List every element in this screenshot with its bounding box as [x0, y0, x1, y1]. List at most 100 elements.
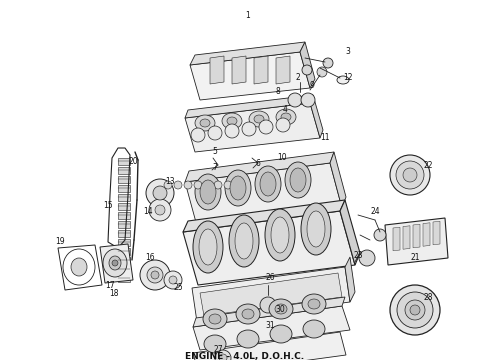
- Bar: [118, 248, 130, 255]
- Ellipse shape: [276, 109, 296, 125]
- Text: 25: 25: [173, 284, 183, 292]
- Ellipse shape: [227, 117, 237, 125]
- Bar: [118, 194, 130, 201]
- Ellipse shape: [194, 181, 202, 189]
- Ellipse shape: [191, 128, 205, 142]
- Text: 17: 17: [105, 280, 115, 289]
- Bar: [118, 230, 130, 237]
- Polygon shape: [310, 95, 323, 138]
- Ellipse shape: [195, 174, 221, 210]
- Text: 8: 8: [275, 87, 280, 96]
- Text: 24: 24: [370, 207, 380, 216]
- Ellipse shape: [302, 65, 312, 75]
- Ellipse shape: [285, 162, 311, 198]
- Ellipse shape: [359, 250, 375, 266]
- Ellipse shape: [184, 181, 192, 189]
- Polygon shape: [200, 273, 342, 316]
- Text: ENGINE - 4.0L, D.O.H.C.: ENGINE - 4.0L, D.O.H.C.: [185, 352, 305, 360]
- Ellipse shape: [271, 217, 289, 253]
- Ellipse shape: [249, 111, 269, 127]
- Ellipse shape: [405, 300, 425, 320]
- Bar: [168, 348, 328, 360]
- Ellipse shape: [281, 113, 291, 121]
- Ellipse shape: [155, 205, 165, 215]
- Ellipse shape: [225, 170, 251, 206]
- Text: 30: 30: [275, 306, 285, 315]
- Ellipse shape: [149, 199, 171, 221]
- Text: 12: 12: [343, 73, 353, 82]
- Bar: [118, 221, 130, 228]
- Polygon shape: [190, 42, 305, 65]
- Ellipse shape: [146, 179, 174, 207]
- Ellipse shape: [147, 267, 163, 283]
- Ellipse shape: [214, 181, 222, 189]
- Text: 27: 27: [213, 346, 223, 355]
- Ellipse shape: [259, 120, 273, 134]
- Polygon shape: [183, 211, 355, 285]
- Ellipse shape: [255, 166, 281, 202]
- Ellipse shape: [103, 249, 127, 277]
- Ellipse shape: [169, 276, 177, 284]
- Ellipse shape: [275, 304, 287, 314]
- Ellipse shape: [203, 309, 227, 329]
- Ellipse shape: [242, 309, 254, 319]
- Ellipse shape: [224, 181, 232, 189]
- Text: 19: 19: [55, 238, 65, 247]
- Ellipse shape: [140, 260, 170, 290]
- Text: 16: 16: [145, 253, 155, 262]
- Polygon shape: [345, 257, 355, 302]
- Ellipse shape: [195, 115, 215, 131]
- Text: 7: 7: [213, 163, 218, 172]
- Polygon shape: [185, 152, 334, 182]
- Ellipse shape: [193, 221, 223, 273]
- Ellipse shape: [109, 256, 121, 270]
- Text: 23: 23: [353, 251, 363, 260]
- Polygon shape: [192, 267, 350, 322]
- Ellipse shape: [265, 209, 295, 261]
- Ellipse shape: [374, 229, 386, 241]
- Ellipse shape: [242, 122, 256, 136]
- Text: 6: 6: [256, 158, 261, 167]
- Polygon shape: [423, 223, 430, 246]
- Polygon shape: [254, 56, 268, 84]
- Bar: [118, 212, 130, 219]
- Text: 4: 4: [283, 105, 288, 114]
- Ellipse shape: [269, 299, 293, 319]
- Ellipse shape: [199, 229, 217, 265]
- Text: 13: 13: [165, 177, 175, 186]
- Ellipse shape: [200, 180, 216, 204]
- Ellipse shape: [164, 181, 172, 189]
- Ellipse shape: [302, 294, 326, 314]
- Ellipse shape: [390, 155, 430, 195]
- Bar: [118, 257, 130, 264]
- Ellipse shape: [254, 115, 264, 123]
- Bar: [118, 266, 130, 273]
- Ellipse shape: [260, 172, 276, 196]
- Text: 2: 2: [295, 73, 300, 82]
- Text: 11: 11: [320, 134, 330, 143]
- Ellipse shape: [290, 168, 306, 192]
- Text: 20: 20: [128, 158, 138, 166]
- Ellipse shape: [215, 350, 231, 360]
- Text: 26: 26: [265, 274, 275, 283]
- Polygon shape: [185, 95, 313, 118]
- Ellipse shape: [229, 215, 259, 267]
- Polygon shape: [232, 56, 246, 84]
- Ellipse shape: [230, 176, 246, 200]
- Ellipse shape: [317, 67, 327, 77]
- Text: 3: 3: [345, 48, 350, 57]
- Polygon shape: [433, 221, 440, 245]
- Bar: [118, 167, 130, 174]
- Polygon shape: [190, 52, 310, 100]
- Ellipse shape: [234, 181, 242, 189]
- Text: 1: 1: [245, 10, 250, 19]
- Ellipse shape: [209, 314, 221, 324]
- Bar: [118, 275, 130, 282]
- Ellipse shape: [260, 297, 276, 313]
- Polygon shape: [385, 218, 448, 265]
- Ellipse shape: [301, 93, 315, 107]
- Text: 31: 31: [265, 320, 275, 329]
- Polygon shape: [210, 56, 224, 84]
- Ellipse shape: [410, 305, 420, 315]
- Ellipse shape: [288, 93, 302, 107]
